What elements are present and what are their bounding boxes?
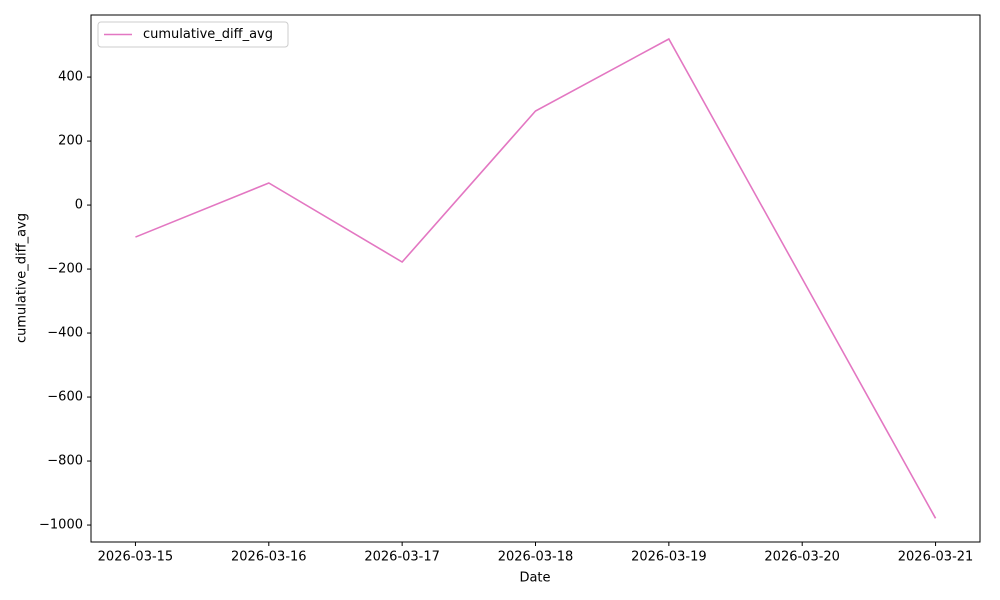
y-axis-label: cumulative_diff_avg — [15, 213, 30, 343]
y-tick-label: −400 — [47, 326, 83, 341]
x-tick-label: 2026-03-19 — [631, 550, 707, 565]
legend-box — [97, 21, 289, 48]
y-tick-label: −200 — [47, 262, 83, 277]
x-tick-label: 2026-03-21 — [898, 550, 974, 565]
y-tick-label: −600 — [47, 390, 83, 405]
y-tick-label: 200 — [58, 134, 83, 149]
plot-frame — [90, 14, 981, 543]
x-tick-label: 2026-03-20 — [764, 550, 840, 565]
y-tick-label: −1000 — [39, 518, 83, 533]
x-axis-label: Date — [519, 571, 550, 586]
legend-label: cumulative_diff_avg — [143, 27, 273, 42]
y-tick-label: 400 — [58, 70, 83, 85]
x-tick-label: 2026-03-16 — [231, 550, 307, 565]
x-tick-label: 2026-03-17 — [364, 550, 440, 565]
y-tick-label: 0 — [75, 198, 83, 213]
x-tick-label: 2026-03-15 — [98, 550, 174, 565]
y-tick-label: −800 — [47, 454, 83, 469]
x-tick-label: 2026-03-18 — [498, 550, 574, 565]
data-line — [135, 37, 937, 519]
